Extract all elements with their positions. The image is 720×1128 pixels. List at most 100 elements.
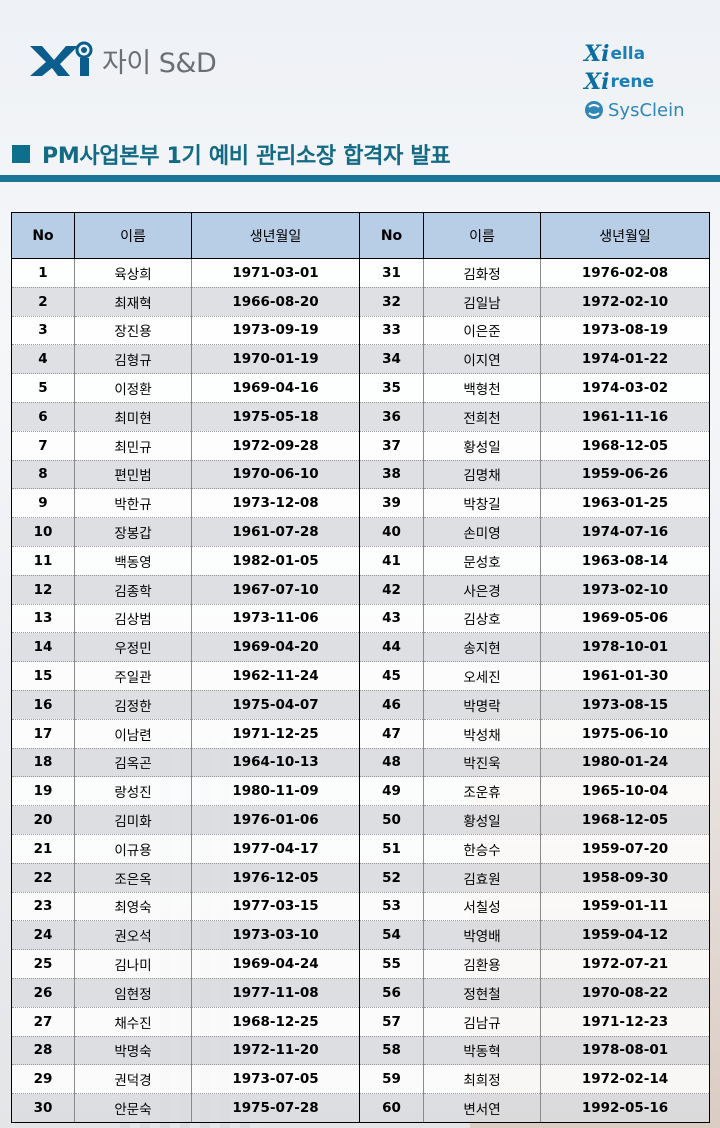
brand-name: ella bbox=[610, 44, 646, 64]
cell-name: 박동혁 bbox=[423, 1036, 541, 1066]
cell-name: 정현철 bbox=[423, 978, 541, 1008]
brand-rene-logo: Xi rene bbox=[584, 68, 692, 96]
cell-no: 18 bbox=[11, 748, 75, 778]
cell-birthdate: 1958-09-30 bbox=[540, 863, 710, 893]
cell-name: 안문숙 bbox=[74, 1093, 192, 1123]
table-row: 14 우정민 1969-04-20 44 송지현 1978-10-01 bbox=[11, 632, 710, 663]
cell-name: 박명숙 bbox=[74, 1036, 192, 1066]
cell-birthdate: 1976-12-05 bbox=[191, 863, 360, 893]
cell-name: 권오석 bbox=[74, 920, 192, 951]
cell-name: 김옥곤 bbox=[74, 748, 192, 778]
table-row: 8 편민범 1970-06-10 38 김명채 1959-06-26 bbox=[11, 460, 710, 490]
cell-birthdate: 1977-04-17 bbox=[191, 834, 360, 864]
cell-birthdate: 1963-08-14 bbox=[540, 546, 710, 576]
cell-name: 백형천 bbox=[423, 373, 541, 403]
cell-name: 육상희 bbox=[74, 258, 192, 288]
cell-birthdate: 1992-05-16 bbox=[540, 1093, 710, 1123]
cell-no: 52 bbox=[359, 863, 424, 893]
table-row: 4 김형규 1970-01-19 34 이지연 1974-01-22 bbox=[11, 344, 710, 375]
cell-no: 13 bbox=[11, 604, 75, 634]
brand-mark: Xi bbox=[584, 69, 610, 95]
table-row: 18 김옥곤 1964-10-13 48 박진욱 1980-01-24 bbox=[11, 748, 710, 778]
cell-birthdate: 1970-01-19 bbox=[191, 344, 360, 375]
cell-birthdate: 1967-07-10 bbox=[191, 575, 360, 605]
cell-birthdate: 1965-10-04 bbox=[540, 776, 710, 807]
cell-no: 10 bbox=[11, 517, 75, 547]
cell-name: 랑성진 bbox=[74, 776, 192, 807]
cell-birthdate: 1977-11-08 bbox=[191, 978, 360, 1008]
column-header-no: No bbox=[11, 212, 75, 259]
cell-birthdate: 1972-02-14 bbox=[540, 1064, 710, 1095]
table-row: 5 이정환 1969-04-16 35 백형천 1974-03-02 bbox=[11, 373, 710, 403]
table-row: 11 백동영 1982-01-05 41 문성호 1963-08-14 bbox=[11, 546, 710, 576]
cell-name: 변서연 bbox=[423, 1093, 541, 1123]
cell-no: 8 bbox=[11, 460, 75, 490]
page-title-row: PM사업본부 1기 예비 관리소장 합격자 발표 bbox=[12, 138, 451, 170]
cell-name: 조은옥 bbox=[74, 863, 192, 893]
cell-name: 최영숙 bbox=[74, 892, 192, 922]
brand-name: rene bbox=[610, 72, 654, 92]
cell-name: 박명락 bbox=[423, 690, 541, 720]
cell-name: 황성일 bbox=[423, 805, 541, 835]
cell-name: 한승수 bbox=[423, 834, 541, 864]
company-logo: 자이 S&D bbox=[28, 40, 217, 80]
table-row: 7 최민규 1972-09-28 37 황성일 1968-12-05 bbox=[11, 431, 710, 461]
table-row: 28 박명숙 1972-11-20 58 박동혁 1978-08-01 bbox=[11, 1036, 710, 1066]
cell-name: 장진용 bbox=[74, 316, 192, 346]
cell-name: 김형규 bbox=[74, 344, 192, 375]
cell-name: 최민규 bbox=[74, 431, 192, 461]
cell-name: 최희정 bbox=[423, 1064, 541, 1095]
table-row: 23 최영숙 1977-03-15 53 서칠성 1959-01-11 bbox=[11, 892, 710, 922]
cell-birthdate: 1973-11-06 bbox=[191, 604, 360, 634]
cell-no: 12 bbox=[11, 575, 75, 605]
cell-no: 58 bbox=[359, 1036, 424, 1066]
cell-no: 38 bbox=[359, 460, 424, 490]
cell-birthdate: 1961-11-16 bbox=[540, 402, 710, 432]
cell-birthdate: 1968-12-25 bbox=[191, 1007, 360, 1037]
cell-no: 55 bbox=[359, 949, 424, 979]
cell-birthdate: 1973-09-19 bbox=[191, 316, 360, 346]
cell-birthdate: 1972-09-28 bbox=[191, 431, 360, 461]
cell-no: 37 bbox=[359, 431, 424, 461]
cell-no: 35 bbox=[359, 373, 424, 403]
cell-name: 박영배 bbox=[423, 920, 541, 951]
cell-name: 문성호 bbox=[423, 546, 541, 576]
cell-no: 23 bbox=[11, 892, 75, 922]
cell-no: 1 bbox=[11, 258, 75, 288]
cell-no: 27 bbox=[11, 1007, 75, 1037]
cell-name: 권덕경 bbox=[74, 1064, 192, 1095]
cell-no: 14 bbox=[11, 632, 75, 663]
cell-birthdate: 1974-03-02 bbox=[540, 373, 710, 403]
cell-no: 7 bbox=[11, 431, 75, 461]
cell-no: 46 bbox=[359, 690, 424, 720]
cell-no: 3 bbox=[11, 316, 75, 346]
cell-name: 김종학 bbox=[74, 575, 192, 605]
cell-no: 26 bbox=[11, 978, 75, 1008]
brand-mark: Xi bbox=[584, 41, 610, 67]
cell-no: 51 bbox=[359, 834, 424, 864]
cell-name: 박진욱 bbox=[423, 748, 541, 778]
table-header-row: No 이름 생년월일 No 이름 생년월일 bbox=[11, 212, 710, 259]
cell-name: 이지연 bbox=[423, 344, 541, 375]
logo-text: 자이 S&D bbox=[102, 47, 217, 79]
cell-no: 6 bbox=[11, 402, 75, 432]
cell-no: 36 bbox=[359, 402, 424, 432]
cell-birthdate: 1970-08-22 bbox=[540, 978, 710, 1008]
cell-name: 채수진 bbox=[74, 1007, 192, 1037]
cell-no: 34 bbox=[359, 344, 424, 375]
cell-birthdate: 1975-06-10 bbox=[540, 719, 710, 749]
roster-table: No 이름 생년월일 No 이름 생년월일 1 육상희 1971-03-01 31 김화… bbox=[11, 212, 710, 1123]
title-divider bbox=[0, 175, 720, 182]
table-row: 20 김미화 1976-01-06 50 황성일 1968-12-05 bbox=[11, 805, 710, 835]
cell-no: 17 bbox=[11, 719, 75, 749]
cell-name: 송지현 bbox=[423, 632, 541, 663]
sysclein-icon bbox=[585, 101, 603, 119]
brand-logos: Xi ella Xi rene SysClein bbox=[584, 40, 692, 124]
cell-birthdate: 1973-08-15 bbox=[540, 690, 710, 720]
cell-birthdate: 1962-11-24 bbox=[191, 661, 360, 691]
cell-birthdate: 1973-08-19 bbox=[540, 316, 710, 346]
cell-no: 22 bbox=[11, 863, 75, 893]
cell-no: 30 bbox=[11, 1093, 75, 1123]
table-row: 6 최미현 1975-05-18 36 전희천 1961-11-16 bbox=[11, 402, 710, 432]
cell-no: 2 bbox=[11, 287, 75, 317]
